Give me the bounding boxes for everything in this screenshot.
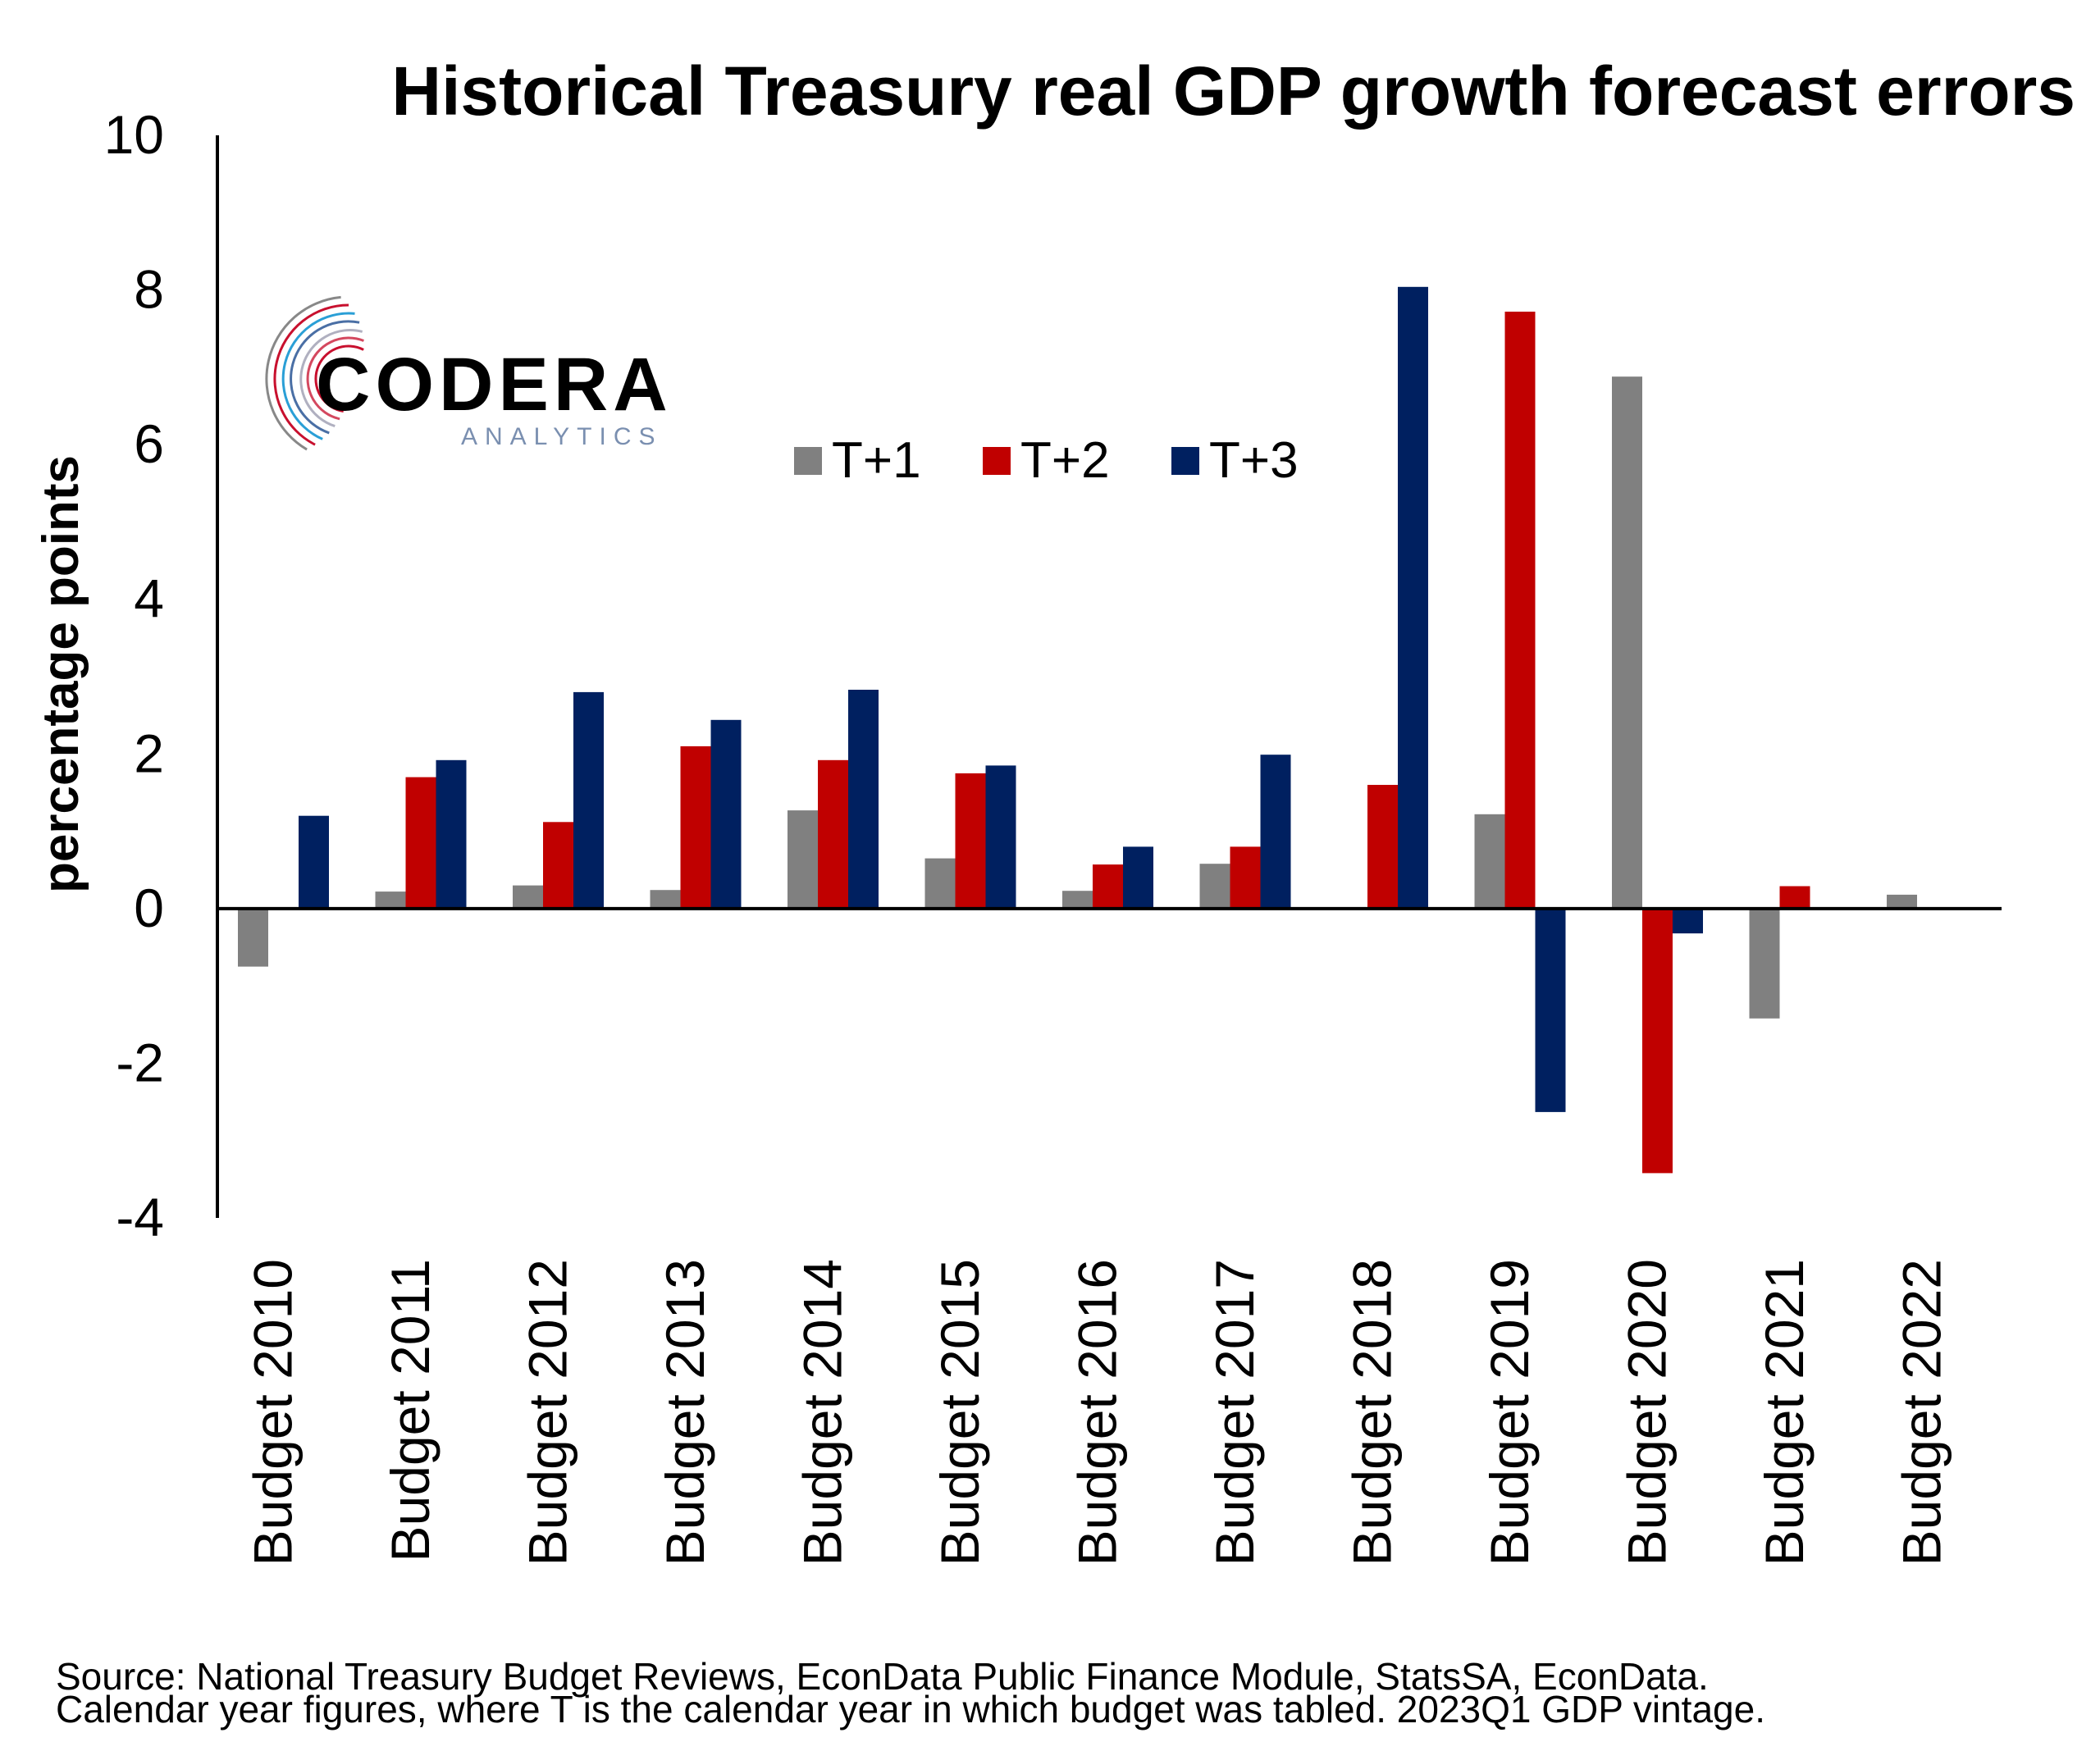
bar-tplus2-budget-2019	[1504, 312, 1536, 909]
bar-tplus3-budget-2013	[710, 719, 742, 909]
brand-logo: CODERA ANALYTICS	[265, 295, 673, 451]
bar-tplus1-budget-2013	[650, 890, 681, 909]
y-axis-label: percentage points	[33, 455, 89, 893]
y-tick-label: 10	[104, 104, 164, 165]
bar-tplus3-budget-2016	[1123, 846, 1153, 909]
legend-swatch	[794, 447, 822, 475]
y-tick-label: 2	[134, 723, 164, 783]
logo-arc	[306, 336, 364, 421]
x-tick-label: Budget 2012	[518, 1259, 578, 1566]
bar-tplus3-budget-2018	[1398, 286, 1428, 909]
x-tick-label: Budget 2020	[1617, 1259, 1678, 1566]
bar-tplus1-budget-2011	[375, 891, 406, 909]
x-tick-label: Budget 2022	[1892, 1259, 1952, 1566]
bars	[238, 286, 1917, 1174]
logo-subtitle: ANALYTICS	[461, 423, 663, 450]
chart-title: Historical Treasury real GDP growth fore…	[391, 52, 2075, 130]
x-axis-ticks: Budget 2010 Budget 2011 Budget 2012 Budget …	[243, 1259, 1952, 1566]
bar-tplus1-budget-2019	[1474, 814, 1505, 909]
legend-swatch	[983, 447, 1011, 475]
x-tick-label: Budget 2016	[1067, 1259, 1128, 1566]
bar-tplus3-budget-2019	[1535, 908, 1566, 1112]
bar-tplus2-budget-2021	[1779, 886, 1810, 909]
legend-label: T+3	[1209, 432, 1299, 489]
bar-tplus1-budget-2017	[1199, 864, 1230, 909]
source-note-line-1: Source: National Treasury Budget Reviews…	[56, 1655, 1709, 1698]
circuit-ring-icon	[265, 295, 364, 451]
bar-tplus1-budget-2010	[238, 908, 268, 967]
x-tick-label: Budget 2014	[792, 1259, 853, 1566]
bar-tplus1-budget-2020	[1612, 376, 1642, 909]
logo-arc	[314, 344, 364, 413]
bar-tplus3-budget-2017	[1260, 755, 1291, 909]
logo-name: CODERA	[316, 343, 673, 426]
bar-tplus2-budget-2016	[1093, 864, 1123, 909]
legend: T+1 T+2 T+3	[794, 432, 1299, 489]
y-tick-label: -4	[116, 1187, 164, 1247]
y-tick-label: 0	[134, 878, 164, 938]
bar-tplus2-budget-2014	[818, 759, 848, 909]
bar-tplus3-budget-2010	[299, 815, 329, 909]
bar-tplus2-budget-2017	[1230, 846, 1261, 909]
bar-tplus3-budget-2015	[985, 765, 1016, 909]
x-tick-label: Budget 2011	[380, 1259, 441, 1562]
logo-arc	[281, 312, 355, 440]
legend-label: T+1	[832, 432, 921, 489]
y-tick-label: -2	[116, 1032, 164, 1092]
source-note-line-2: Calendar year figures, where T is the ca…	[56, 1688, 1765, 1730]
y-tick-label: 8	[134, 259, 164, 320]
x-tick-label: Budget 2013	[655, 1259, 715, 1566]
y-tick-label: 6	[134, 413, 164, 474]
x-tick-label: Budget 2018	[1342, 1259, 1403, 1566]
axes	[216, 135, 2002, 1218]
legend-swatch	[1171, 447, 1199, 475]
bar-tplus1-budget-2015	[924, 858, 956, 909]
bar-tplus2-budget-2011	[405, 777, 436, 909]
logo-arc	[265, 295, 341, 451]
bar-tplus1-budget-2012	[513, 885, 543, 909]
bar-tplus2-budget-2018	[1367, 785, 1398, 909]
y-tick-label: 4	[134, 568, 164, 629]
y-axis-ticks: -4 -2 0 2 4 6 8 10	[104, 104, 164, 1247]
x-tick-label: Budget 2017	[1204, 1259, 1265, 1566]
logo-arc	[290, 320, 360, 435]
bar-tplus2-budget-2020	[1642, 908, 1673, 1174]
bar-tplus2-budget-2012	[543, 822, 573, 909]
bar-tplus1-budget-2014	[788, 810, 818, 909]
bar-tplus1-budget-2022	[1887, 894, 1917, 909]
legend-label: T+2	[1020, 432, 1110, 489]
x-tick-label: Budget 2021	[1754, 1259, 1815, 1566]
bar-tplus2-budget-2013	[680, 746, 711, 909]
bar-tplus2-budget-2015	[955, 773, 986, 909]
bar-tplus3-budget-2011	[436, 759, 467, 909]
bar-tplus1-budget-2016	[1062, 891, 1093, 909]
bar-tplus3-budget-2020	[1673, 908, 1703, 934]
x-tick-label: Budget 2010	[243, 1259, 304, 1566]
x-tick-label: Budget 2015	[929, 1259, 990, 1566]
bar-tplus3-budget-2012	[573, 691, 604, 909]
logo-arc	[299, 329, 363, 428]
x-tick-label: Budget 2019	[1479, 1259, 1540, 1566]
bar-tplus3-budget-2014	[848, 690, 879, 909]
bar-tplus1-budget-2021	[1749, 908, 1780, 1019]
logo-arc	[273, 303, 349, 446]
